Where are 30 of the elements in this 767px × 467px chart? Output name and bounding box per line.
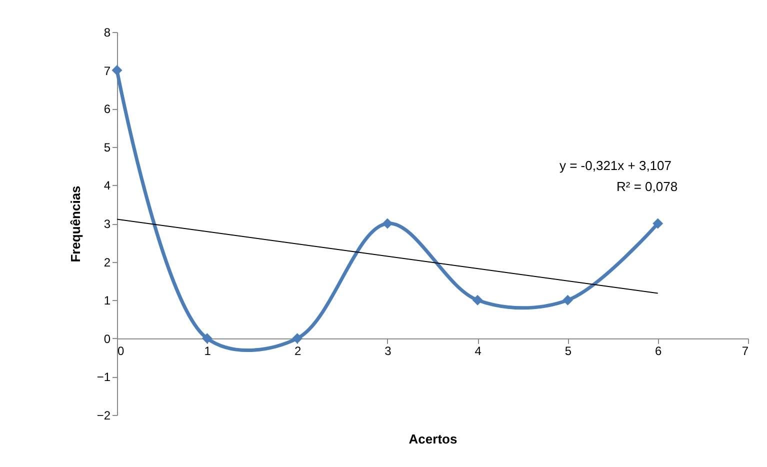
point: [472, 294, 483, 306]
x-tick-label: 6: [655, 344, 662, 358]
y-tick-label: 3: [104, 217, 111, 231]
point: [562, 294, 573, 306]
point: [202, 333, 212, 344]
y-tick-label: 8: [104, 26, 111, 40]
x-tick-label: 7: [742, 344, 749, 358]
y-tick-label: 2: [104, 255, 111, 270]
annotation: R² = 0,078: [616, 179, 678, 194]
x-axis-title: Acertos: [408, 432, 458, 446]
y-tick-label: 0: [104, 332, 111, 346]
point: [382, 218, 393, 229]
x-tick-label: 0: [118, 344, 124, 358]
annotation: y = -0,321x + 3,107: [559, 158, 672, 174]
y-tick-label: 5: [104, 140, 111, 154]
x-tick-label: 5: [564, 344, 572, 358]
y-axis-title: Frequências: [68, 186, 83, 262]
x-tick-label: 3: [384, 344, 392, 358]
y-tick-label: −1: [96, 370, 111, 384]
x-tick-label: 2: [294, 344, 302, 358]
y-tick-label: 4: [104, 178, 111, 193]
x-tick-label: 1: [204, 344, 212, 358]
y-tick-label: 6: [104, 102, 111, 116]
x-tick-label: 4: [474, 344, 482, 358]
point: [292, 333, 303, 344]
point: [112, 65, 122, 76]
point: [652, 218, 664, 229]
y-tick-label: −2: [96, 408, 111, 422]
y-tick-label: 7: [104, 64, 111, 78]
y-tick-label: 1: [104, 294, 111, 308]
